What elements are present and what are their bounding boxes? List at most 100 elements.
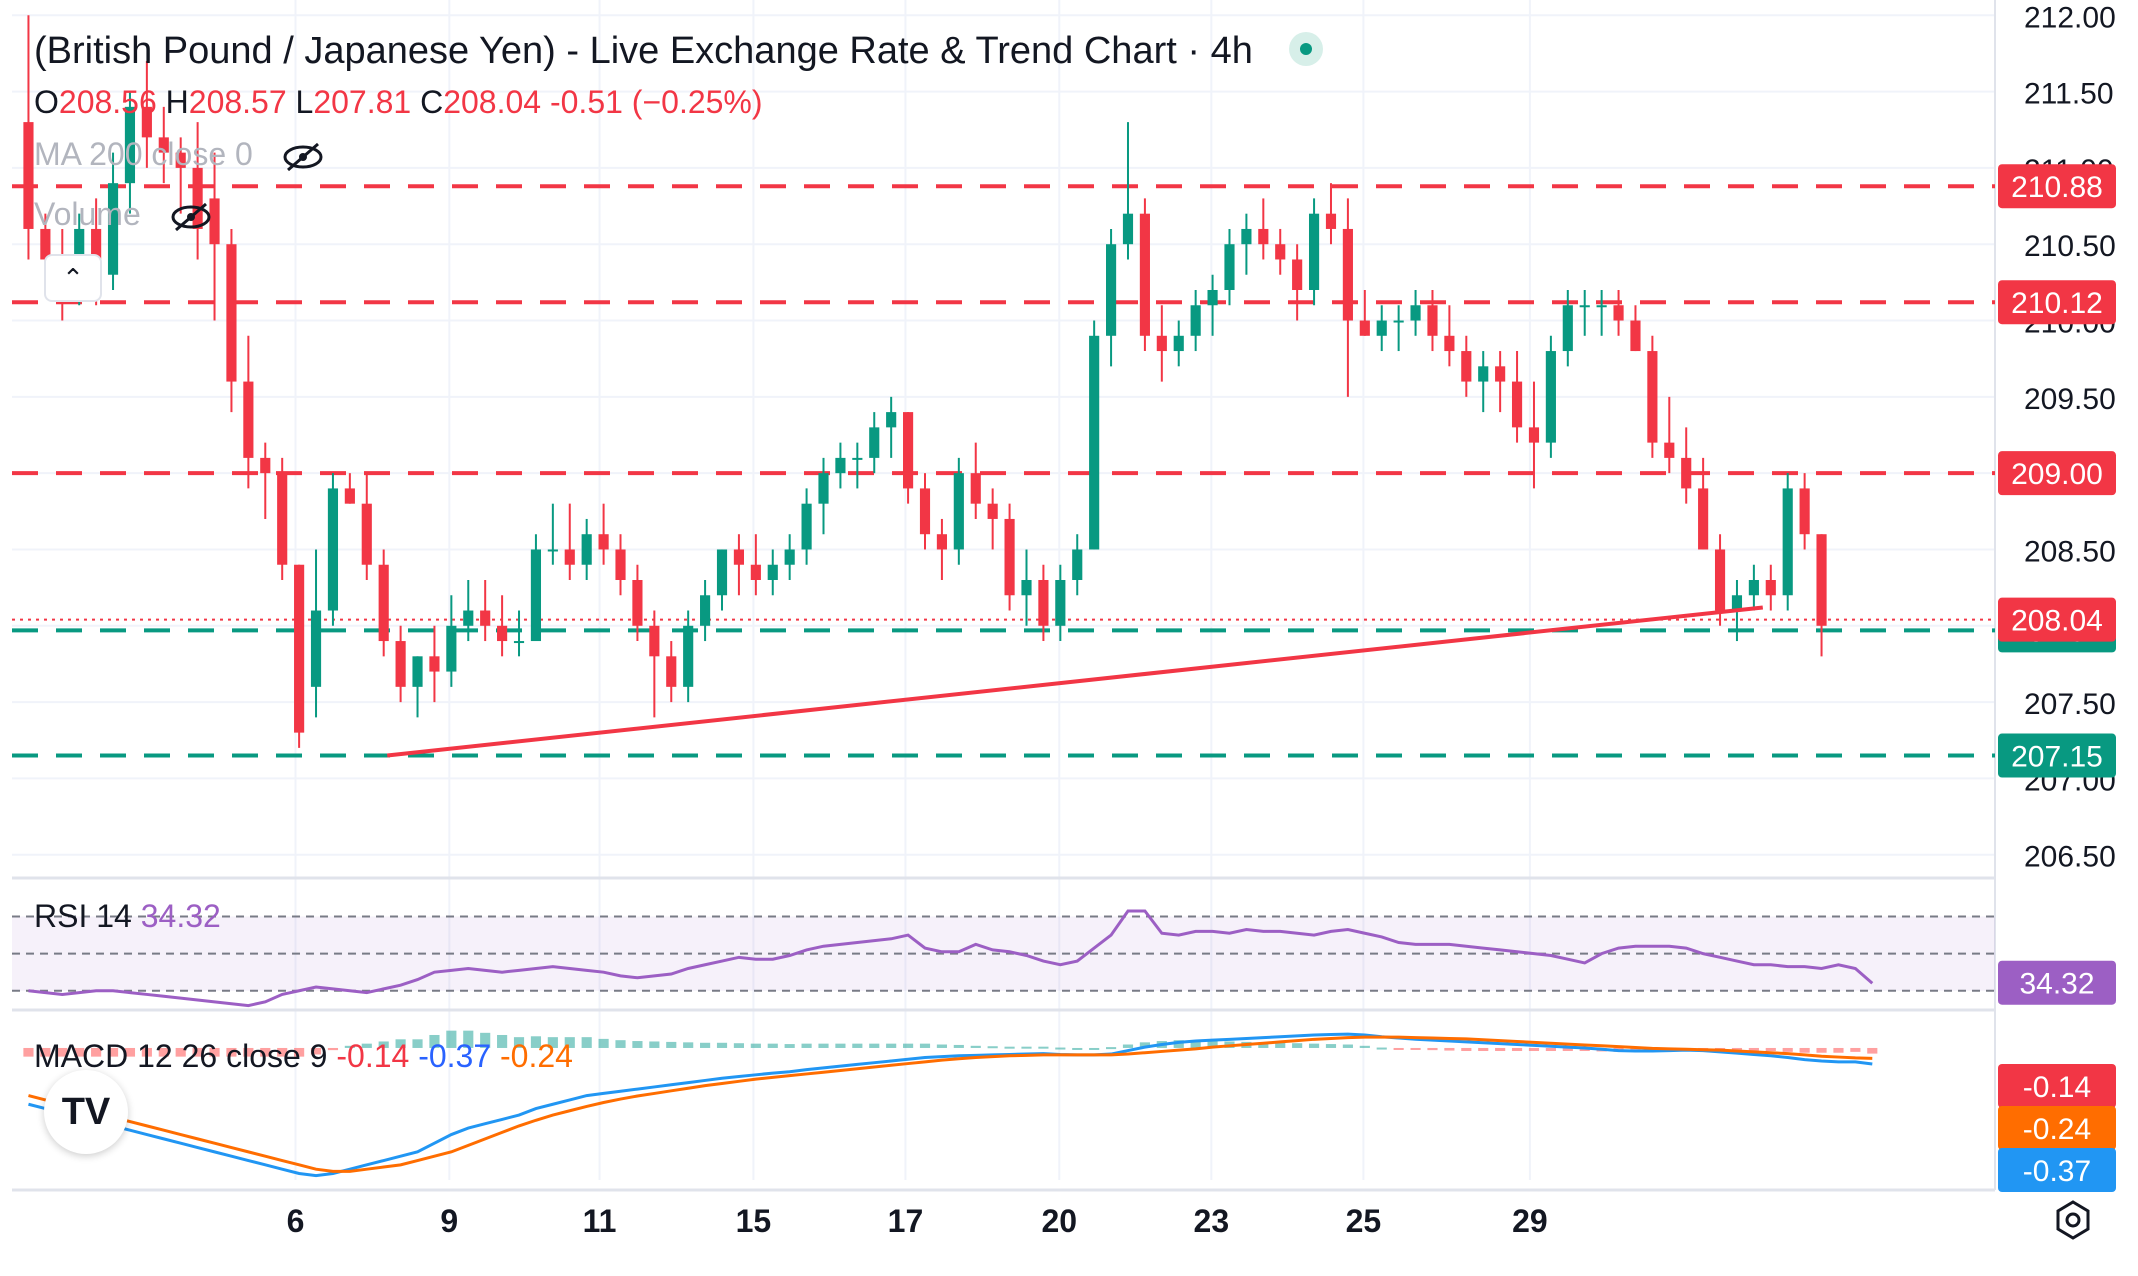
macd-histogram-bar xyxy=(1410,1047,1421,1050)
rsi-name: RSI xyxy=(34,898,88,934)
ohlc-open-value: 208.56 xyxy=(58,84,157,120)
candle-body xyxy=(564,549,575,565)
macd-histogram-bar xyxy=(1275,1042,1286,1048)
macd-histogram-bar xyxy=(344,1045,355,1048)
chart-grid xyxy=(12,0,1996,1192)
candle-body xyxy=(1342,228,1353,321)
candle-body xyxy=(294,564,305,733)
macd-histogram-bar xyxy=(158,1047,169,1057)
macd-legend[interactable]: MACD 12 26 close 9 -0.14 -0.37 -0.24 xyxy=(34,1038,573,1075)
macd-histogram-bar xyxy=(953,1044,964,1048)
candle-body xyxy=(835,457,846,474)
macd-histogram-bar xyxy=(1867,1047,1878,1054)
macd-histogram-bar xyxy=(1325,1044,1337,1048)
candle-body xyxy=(480,610,491,626)
candle-body xyxy=(446,625,457,672)
candle-body xyxy=(513,641,525,644)
macd-histogram-bar xyxy=(700,1042,711,1048)
macd-histogram-bar xyxy=(327,1047,339,1051)
macd-histogram-bar xyxy=(615,1040,626,1048)
rsi-value-tag xyxy=(1998,960,2116,1005)
candle-body xyxy=(886,412,897,428)
macd-value-tag xyxy=(1998,1148,2116,1192)
macd-histogram-bar xyxy=(1799,1047,1810,1053)
interval-label[interactable]: 4h xyxy=(1210,30,1253,72)
macd-value-tag-label: -0.14 xyxy=(2023,1071,2091,1104)
macd-histogram-bar xyxy=(632,1041,643,1048)
candle-body xyxy=(1156,335,1167,352)
candle-body xyxy=(683,625,694,687)
time-tick-label: 11 xyxy=(583,1203,617,1239)
macd-histogram-bar xyxy=(226,1047,237,1057)
last-price-tag-label: 208.04 xyxy=(2011,605,2103,638)
candle-body xyxy=(412,656,423,687)
candle-body xyxy=(1055,580,1066,626)
candle-body xyxy=(903,412,914,489)
candle-body xyxy=(632,580,643,626)
settings-gear-icon[interactable] xyxy=(2053,1200,2093,1240)
macd-signal-line xyxy=(28,1035,1873,1173)
price-tick-label: 212.00 xyxy=(2024,1,2116,34)
macd-histogram-bar xyxy=(1376,1047,1387,1050)
candle-body xyxy=(1511,381,1523,428)
macd-histogram-bar xyxy=(310,1047,322,1055)
macd-histogram-bar xyxy=(463,1030,474,1048)
candle-body xyxy=(953,473,964,550)
candle-body xyxy=(1275,244,1286,260)
ohlc-legend: O208.56 H208.57 L207.81 C208.04 -0.51 (−… xyxy=(34,84,763,121)
tradingview-logo[interactable]: TV xyxy=(44,1070,128,1154)
macd-histogram-bar xyxy=(412,1039,423,1048)
ma-legend[interactable]: MA 200 close 0 xyxy=(34,136,326,173)
candle-body xyxy=(1478,366,1489,382)
candle-body xyxy=(649,625,660,657)
macd-params: 12 26 close 9 xyxy=(137,1038,328,1074)
candle-body xyxy=(987,503,998,519)
candle-body xyxy=(260,457,271,474)
macd-histogram-bar xyxy=(767,1043,778,1048)
chevron-up-icon[interactable]: ⌃ xyxy=(44,254,102,302)
macd-histogram-bar xyxy=(1782,1047,1793,1052)
macd-histogram-bar xyxy=(1190,1040,1201,1048)
macd-histogram-bar xyxy=(1292,1043,1303,1048)
macd-histogram-bar xyxy=(361,1043,372,1048)
macd-histogram-bar xyxy=(497,1034,508,1048)
macd-histogram-bar xyxy=(1478,1047,1489,1052)
candle-body xyxy=(1376,320,1387,336)
rsi-legend[interactable]: RSI 14 34.32 xyxy=(34,898,221,935)
macd-histogram-bar xyxy=(1139,1042,1150,1048)
candle-body xyxy=(615,549,626,580)
macd-histogram-bar xyxy=(547,1037,558,1048)
level-tag xyxy=(1998,280,2116,325)
time-tick-label: 9 xyxy=(440,1203,458,1239)
interval-separator: · xyxy=(1187,30,1201,72)
macd-histogram-bar xyxy=(1393,1047,1404,1050)
ma-label: MA 200 close 0 xyxy=(34,136,253,172)
price-tick-label: 209.50 xyxy=(2024,383,2116,416)
candle-body xyxy=(767,564,778,580)
price-tick-label: 210.50 xyxy=(2024,230,2116,263)
macd-histogram-bar xyxy=(294,1047,305,1057)
volume-legend[interactable]: Volume xyxy=(34,196,214,233)
ohlc-change: -0.51 xyxy=(549,84,623,120)
macd-signal-value: -0.24 xyxy=(500,1038,573,1074)
candle-body xyxy=(750,564,761,580)
candle-body xyxy=(175,152,186,168)
candle-body xyxy=(1681,457,1692,489)
candle-body xyxy=(158,137,169,153)
last-price-tag xyxy=(1998,597,2116,642)
trendline xyxy=(386,605,1764,758)
candle-body xyxy=(1545,351,1556,443)
macd-histogram-bar xyxy=(1545,1047,1556,1052)
candle-body xyxy=(361,503,372,565)
macd-histogram-bar xyxy=(1021,1046,1032,1049)
macd-histogram-bar xyxy=(1055,1047,1066,1050)
eye-hidden-icon[interactable] xyxy=(280,142,326,172)
chart-header: (British Pound / Japanese Yen) - Live Ex… xyxy=(34,30,1324,73)
macd-histogram-bar xyxy=(683,1042,694,1048)
candle-body xyxy=(327,488,339,611)
macd-histogram-bar xyxy=(1308,1043,1320,1048)
time-tick-label: 17 xyxy=(888,1203,924,1239)
eye-hidden-icon[interactable] xyxy=(168,202,214,232)
candle-body xyxy=(1647,351,1658,443)
